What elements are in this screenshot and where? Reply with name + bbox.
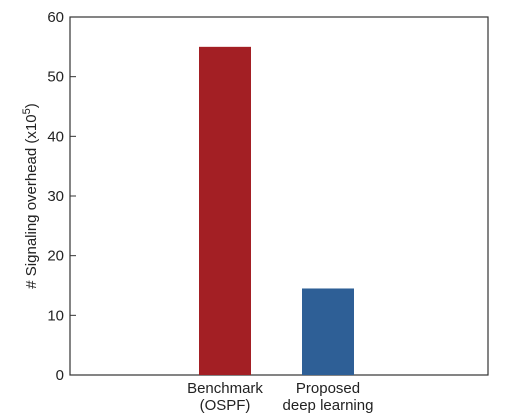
y-axis-title-superscript: 5 bbox=[21, 108, 33, 114]
x-category-label-line: deep learning bbox=[283, 397, 374, 414]
bar-2 bbox=[302, 288, 354, 375]
bar-1 bbox=[199, 46, 251, 375]
x-category-label-line: (OSPF) bbox=[200, 397, 251, 414]
y-tick-label: 0 bbox=[56, 367, 64, 384]
y-tick-label: 30 bbox=[47, 188, 64, 205]
y-tick-label: 20 bbox=[47, 248, 64, 265]
x-category-label-line: Benchmark bbox=[187, 380, 263, 397]
plot-frame bbox=[69, 16, 489, 376]
y-axis-ticks: 0 10 20 30 40 50 60 bbox=[47, 9, 76, 384]
y-axis-title-text: # Signaling overhead (x10 bbox=[23, 114, 40, 288]
plot-border bbox=[69, 16, 489, 376]
x-category-label: Benchmark (OSPF) bbox=[187, 380, 263, 414]
y-tick-label: 40 bbox=[47, 128, 64, 145]
y-tick-label: 60 bbox=[47, 9, 64, 26]
y-axis-title-suffix: ) bbox=[23, 103, 40, 108]
x-category-label: Proposed deep learning bbox=[283, 380, 374, 414]
y-axis-title: # Signaling overhead (x105) bbox=[21, 103, 40, 288]
y-tick-label: 10 bbox=[47, 307, 64, 324]
x-axis-category-labels: Benchmark (OSPF) Proposed deep learning bbox=[187, 380, 373, 414]
y-tick-label: 50 bbox=[47, 69, 64, 86]
x-category-label-line: Proposed bbox=[296, 380, 360, 397]
bars bbox=[199, 46, 354, 375]
